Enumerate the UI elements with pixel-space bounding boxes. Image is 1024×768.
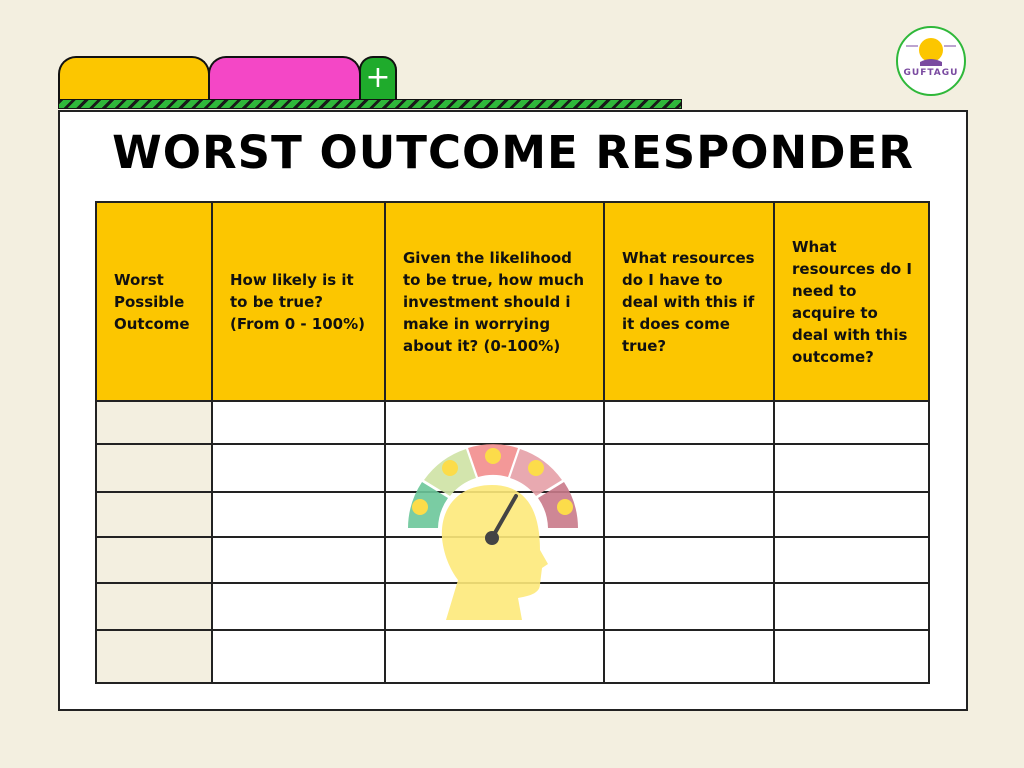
- table-cell[interactable]: [603, 443, 775, 493]
- table-cell[interactable]: [95, 491, 213, 538]
- table-cell[interactable]: [384, 629, 605, 684]
- table-cell[interactable]: [95, 536, 213, 584]
- logo-text: GUFTAGU: [903, 68, 959, 78]
- table-cell[interactable]: [211, 582, 386, 631]
- table-cell[interactable]: [603, 629, 775, 684]
- column-header-worst-outcome: Worst Possible Outcome: [95, 201, 213, 402]
- page-title: WORST OUTCOME RESPONDER: [112, 126, 914, 179]
- table-cell[interactable]: [603, 491, 775, 538]
- table-cell[interactable]: [773, 629, 930, 684]
- head-gauge-icon: [408, 444, 578, 620]
- folder-stripe: [58, 99, 682, 109]
- column-header-resources-need: What resources do I need to acquire to d…: [773, 201, 930, 402]
- table-row: [95, 536, 930, 584]
- table-cell[interactable]: [773, 536, 930, 584]
- table-cell[interactable]: [384, 400, 605, 445]
- column-header-investment: Given the likelihood to be true, how muc…: [384, 201, 605, 402]
- table-cell[interactable]: [603, 582, 775, 631]
- plus-icon: +: [365, 60, 391, 95]
- table-cell[interactable]: [773, 400, 930, 445]
- responder-table: Worst Possible Outcome How likely is it …: [95, 201, 930, 684]
- column-header-resources-have: What resources do I have to deal with th…: [603, 201, 775, 402]
- table-row: [95, 400, 930, 445]
- table-cell[interactable]: [211, 443, 386, 493]
- table-cell[interactable]: [773, 443, 930, 493]
- column-header-likelihood: How likely is it to be true? (From 0 - 1…: [211, 201, 386, 402]
- table-cell[interactable]: [95, 443, 213, 493]
- folder-tab-yellow[interactable]: [58, 56, 210, 102]
- table-row: [95, 629, 930, 684]
- table-cell[interactable]: [211, 400, 386, 445]
- folder-tab-pink[interactable]: [208, 56, 361, 102]
- table-cell[interactable]: [211, 491, 386, 538]
- table-cell[interactable]: [211, 536, 386, 584]
- table-cell[interactable]: [603, 536, 775, 584]
- add-tab-button[interactable]: +: [359, 56, 397, 102]
- table-cell[interactable]: [95, 582, 213, 631]
- table-cell[interactable]: [95, 400, 213, 445]
- table-cell[interactable]: [773, 491, 930, 538]
- table-cell[interactable]: [211, 629, 386, 684]
- table-cell[interactable]: [773, 582, 930, 631]
- logo-head-icon: [906, 38, 956, 66]
- table-cell[interactable]: [603, 400, 775, 445]
- guftagu-logo: GUFTAGU: [896, 26, 966, 96]
- table-cell[interactable]: [95, 629, 213, 684]
- header-row: Worst Possible Outcome How likely is it …: [95, 201, 930, 402]
